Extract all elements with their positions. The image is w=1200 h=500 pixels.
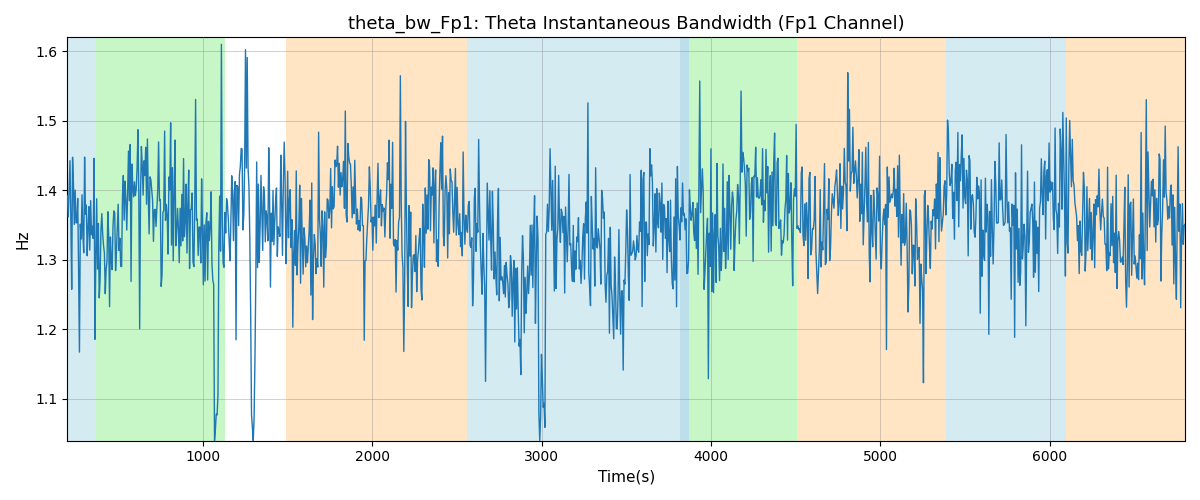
Bar [96,38,224,440]
X-axis label: Time(s): Time(s) [598,470,655,485]
Bar [689,38,797,440]
Bar [467,38,680,440]
Title: theta_bw_Fp1: Theta Instantaneous Bandwidth (Fp1 Channel): theta_bw_Fp1: Theta Instantaneous Bandwi… [348,15,905,34]
Bar [833,38,947,440]
Bar [67,38,96,440]
Y-axis label: Hz: Hz [16,230,30,249]
Bar [286,38,467,440]
Bar [680,38,689,440]
Bar [1067,38,1186,440]
Bar [797,38,833,440]
Bar [947,38,1067,440]
